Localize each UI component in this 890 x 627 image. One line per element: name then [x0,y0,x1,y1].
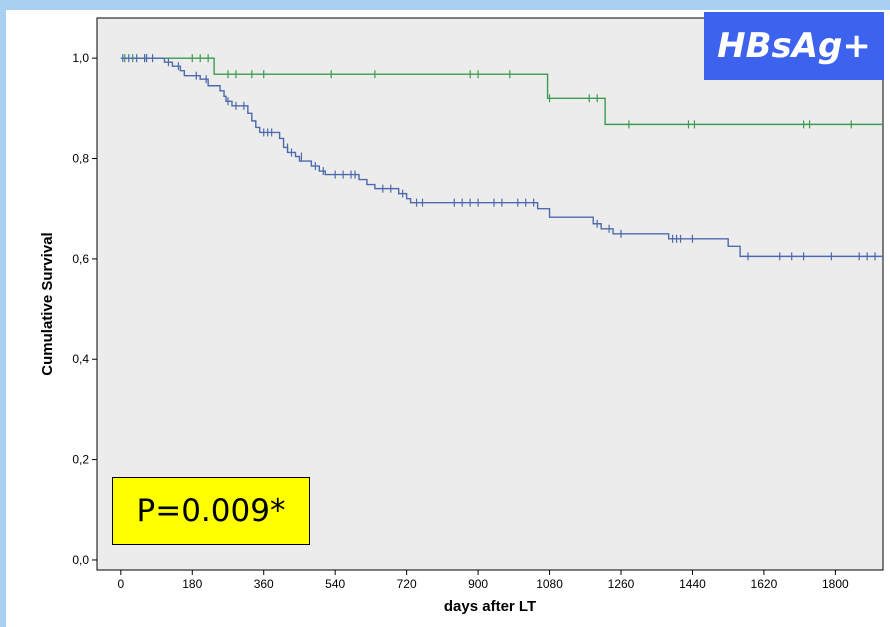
x-tick-label: 0 [117,577,124,591]
x-tick-label: 720 [397,577,417,591]
x-tick-label: 540 [325,577,345,591]
y-tick-label: 0,0 [72,553,89,567]
series-2 [120,54,883,261]
y-tick-label: 0,8 [72,152,89,166]
series-layer [120,54,883,261]
y-axis: 0,0 0,2 0,4 0,6 0,8 1,0 [72,51,97,567]
x-tick-label: 1260 [608,577,635,591]
series-1 [120,54,883,129]
x-tick-label: 1440 [679,577,706,591]
x-tick-label: 180 [182,577,202,591]
x-tick-label: 360 [254,577,274,591]
survival-curve [120,57,883,258]
p-value-box: P=0.009* [112,477,310,545]
y-tick-label: 1,0 [72,51,89,65]
x-axis-title: days after LT [444,598,536,615]
x-tick-label: 1080 [536,577,563,591]
survival-curve [120,57,883,126]
x-tick-label: 1800 [822,577,849,591]
y-axis-title: Cumulative Survival [39,232,56,375]
x-axis: 0 180 360 540 720 900 1080 1260 1440 1620 1800 [117,570,849,591]
x-tick-label: 900 [468,577,488,591]
x-tick-label: 1620 [751,577,778,591]
y-tick-label: 0,6 [72,252,89,266]
y-tick-label: 0,2 [72,453,89,467]
y-tick-label: 0,4 [72,352,89,366]
hbsag-badge: HBsAg+ [704,12,884,80]
